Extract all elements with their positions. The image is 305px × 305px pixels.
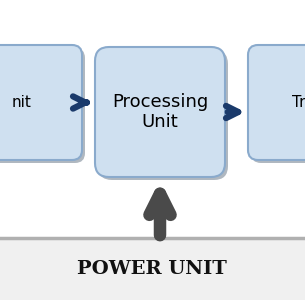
- FancyBboxPatch shape: [98, 50, 228, 180]
- FancyBboxPatch shape: [0, 48, 85, 163]
- Text: nit: nit: [12, 95, 32, 110]
- FancyBboxPatch shape: [95, 47, 225, 177]
- Text: POWER UNIT: POWER UNIT: [77, 260, 227, 278]
- FancyBboxPatch shape: [248, 45, 305, 160]
- FancyBboxPatch shape: [0, 45, 82, 160]
- Bar: [0, 238, 305, 300]
- Text: Processing
Unit: Processing Unit: [112, 93, 208, 131]
- FancyBboxPatch shape: [251, 48, 305, 163]
- Text: Tran: Tran: [292, 95, 305, 110]
